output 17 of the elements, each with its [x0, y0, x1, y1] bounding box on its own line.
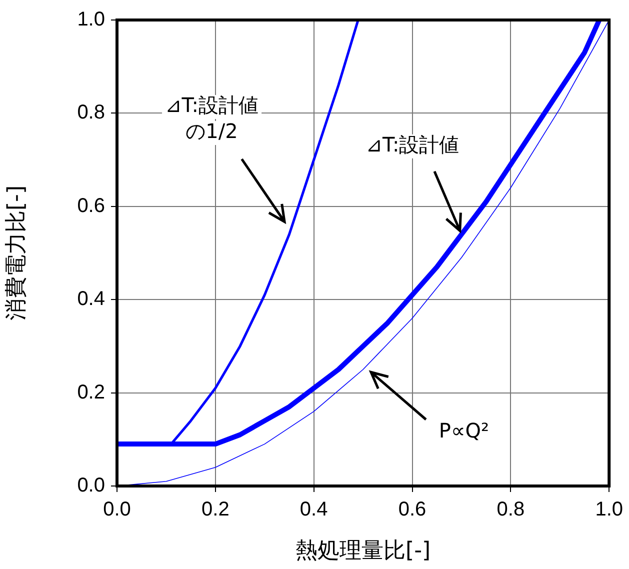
annotation: ⊿T:設計値の1/2 — [165, 93, 259, 144]
x-tick-label: 0.0 — [103, 498, 131, 521]
x-tick-label: 1.0 — [595, 498, 624, 521]
y-tick-label: 0.0 — [77, 474, 105, 497]
x-tick-label: 0.8 — [496, 498, 525, 521]
annotation: ⊿T:設計値 — [366, 132, 460, 157]
y-tick-label: 0.6 — [77, 194, 105, 217]
x-tick-label: 0.4 — [300, 498, 328, 521]
y-axis-title: 消費電力比[-] — [4, 185, 29, 321]
x-tick-label: 0.6 — [398, 498, 426, 521]
x-axis-title: 熱処理量比[-] — [295, 538, 431, 564]
y-tick-label: 0.2 — [77, 381, 105, 404]
annotation: P∝Q² — [438, 418, 490, 443]
y-tick-label: 0.8 — [77, 102, 105, 124]
y-tick-label: 1.0 — [77, 8, 105, 31]
y-tick-label: 0.4 — [77, 288, 105, 310]
x-tick-label: 0.2 — [202, 498, 230, 521]
